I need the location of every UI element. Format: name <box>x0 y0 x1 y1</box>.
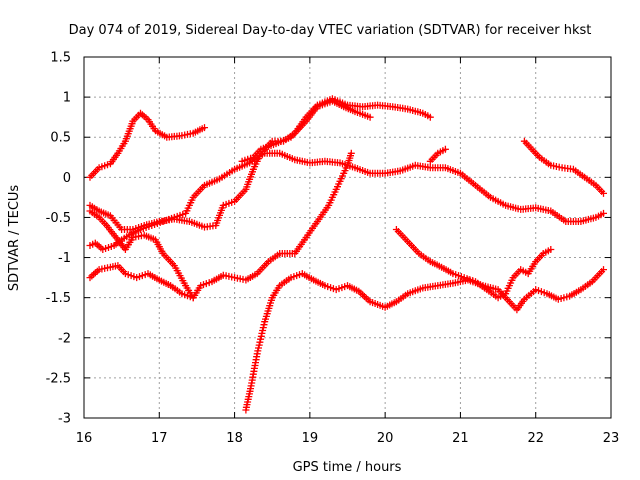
x-tick-label: 22 <box>527 431 544 446</box>
x-tick-label: 17 <box>151 431 168 446</box>
data-point <box>347 149 355 157</box>
y-tick-label: 0.5 <box>50 131 71 146</box>
x-tick-label: 19 <box>302 431 319 446</box>
data-point <box>366 113 374 121</box>
x-tick-label: 16 <box>76 431 93 446</box>
data-point <box>600 266 607 274</box>
grid <box>84 57 611 418</box>
y-tick-label: 1 <box>63 91 71 106</box>
y-tick-label: -1.5 <box>46 291 71 306</box>
series-arc-4 <box>86 149 607 253</box>
x-tick-label: 20 <box>377 431 394 446</box>
data-point <box>547 246 555 253</box>
data-point <box>201 124 208 132</box>
y-tick-label: -0.5 <box>46 211 71 226</box>
data-point <box>600 209 607 217</box>
axis-ticks: 16 17 18 19 20 21 22 23 1.5 1 0.5 0 -0.5 -1 -1.5 -2 -2.5… <box>46 51 620 447</box>
series-arc-9 <box>426 145 449 165</box>
series-arc-6 <box>242 266 607 414</box>
x-tick-label: 23 <box>603 431 620 446</box>
series-arc-10 <box>520 137 607 197</box>
x-tick-label: 21 <box>452 431 469 446</box>
data-series <box>86 95 607 414</box>
data-point <box>260 321 268 329</box>
x-tick-label: 18 <box>226 431 243 446</box>
series-arc-8 <box>392 226 555 302</box>
y-tick-label: -2 <box>58 331 71 346</box>
data-point <box>256 338 264 346</box>
y-tick-label: -1 <box>58 251 71 266</box>
series-arc-5 <box>86 149 355 302</box>
chart-title: Day 074 of 2019, Sidereal Day-to-day VTE… <box>69 23 592 38</box>
series-arc-7 <box>238 97 374 165</box>
x-axis-label: GPS time / hours <box>293 460 402 475</box>
series-arc-1 <box>86 109 208 181</box>
series-line <box>89 98 431 231</box>
y-tick-label: 1.5 <box>50 51 71 66</box>
y-tick-label: 0 <box>63 171 71 186</box>
y-tick-label: -3 <box>58 412 71 427</box>
data-point <box>426 113 434 121</box>
data-point <box>441 145 449 153</box>
data-point <box>600 189 607 197</box>
y-axis-label: SDTVAR / TECUs <box>7 185 22 292</box>
y-tick-label: -2.5 <box>46 371 71 386</box>
plot-frame <box>83 56 612 419</box>
series-arc-2 <box>86 207 197 302</box>
